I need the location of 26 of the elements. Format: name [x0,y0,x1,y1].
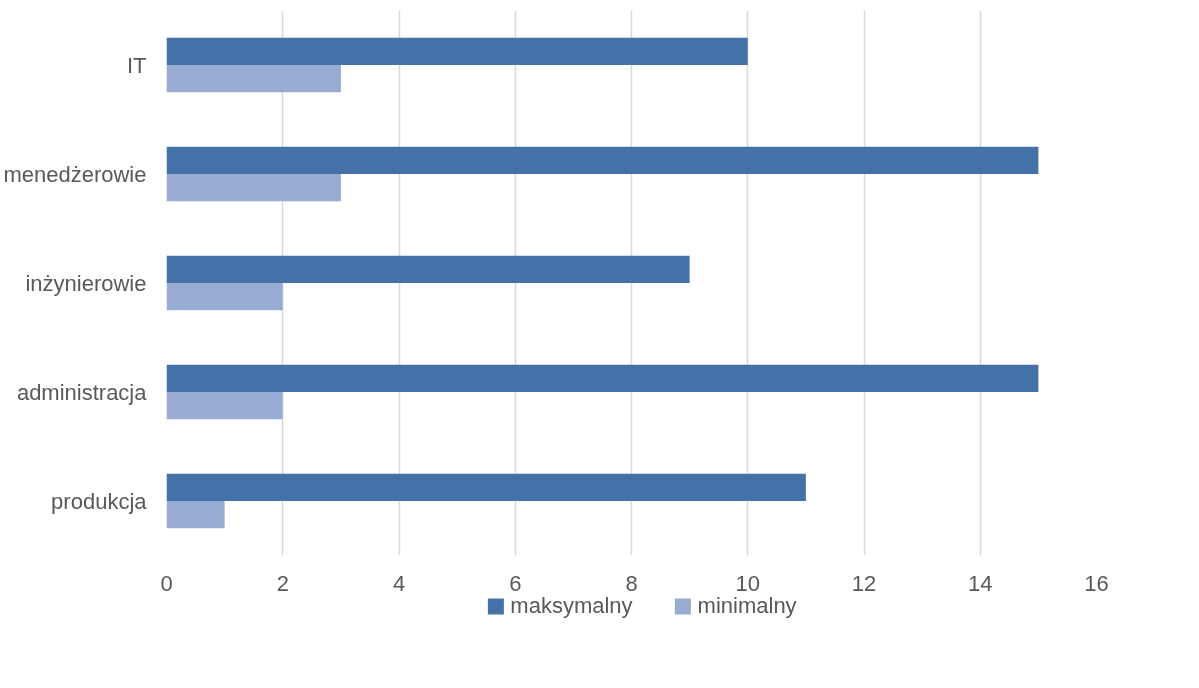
x-tick-label: 12 [851,570,877,596]
x-tick-label: 16 [1084,570,1109,596]
y-tick-label: menedżerowie [3,161,147,187]
bar [166,283,283,311]
bar [166,255,690,283]
y-tick-label: administracja [16,379,148,405]
legend-label: maksymalny [510,593,633,619]
bar [166,37,748,65]
bar [166,65,341,93]
x-tick-label: 0 [160,570,173,596]
x-tick-label: 6 [509,570,522,596]
x-tick-label: 8 [625,570,638,596]
x-tick-label: 4 [392,570,406,596]
bar [166,146,1039,174]
x-tick-label: 2 [276,570,289,596]
bar [166,501,225,529]
bar [166,364,1039,392]
x-tick-label: 10 [735,570,760,596]
bar [166,473,806,501]
bar [166,392,283,420]
y-tick-label: IT [126,52,147,78]
x-tick-label: 14 [968,570,993,596]
bar [166,174,341,202]
y-tick-label: produkcja [51,488,148,514]
legend-label: minimalny [697,593,797,619]
y-tick-label: inżynierowie [25,270,147,296]
